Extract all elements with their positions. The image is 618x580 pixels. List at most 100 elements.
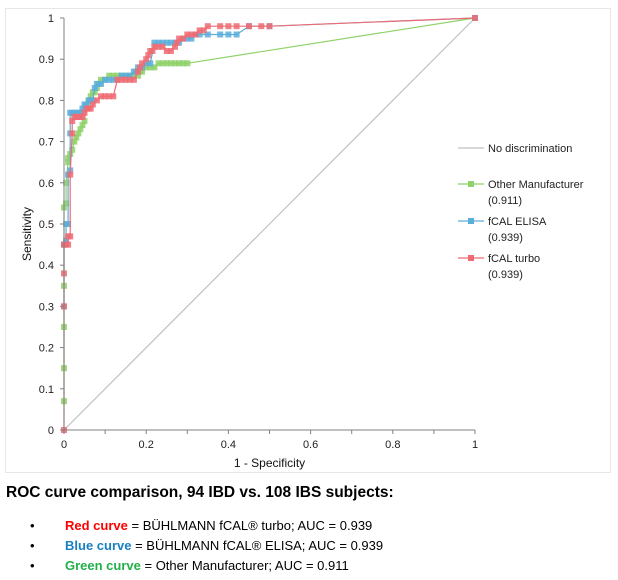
caption-bullet-list: • Red curve = BÜHLMANN fCAL® turbo; AUC … [30, 516, 383, 576]
data-point [246, 23, 252, 30]
data-point [217, 23, 224, 30]
data-point [233, 23, 240, 30]
bullet-text: = Other Manufacturer; AUC = 0.911 [140, 558, 349, 573]
data-point [122, 72, 129, 79]
data-point [184, 35, 191, 42]
data-point [472, 15, 478, 21]
series-fcal-elisa [61, 15, 478, 310]
data-point [233, 31, 240, 38]
caption-title: ROC curve comparison, 94 IBD vs. 108 IBS… [6, 484, 394, 501]
data-point [167, 39, 174, 46]
data-point [172, 60, 178, 67]
data-point [98, 93, 104, 100]
data-point [167, 48, 174, 54]
y-tick-label: 0.6 [39, 178, 54, 190]
data-point [63, 179, 70, 186]
bullet-text: = BÜHLMANN fCAL® ELISA; AUC = 0.939 [131, 538, 384, 553]
data-point [102, 76, 109, 83]
data-point [93, 80, 100, 87]
data-point [122, 76, 129, 83]
data-point [75, 130, 82, 137]
data-point [266, 23, 273, 30]
bullet-glyph: • [30, 538, 35, 553]
data-point [93, 97, 100, 104]
y-axis-title: Sensitivity [20, 207, 34, 261]
data-point [163, 39, 170, 46]
bullet-keyword: Red curve [65, 518, 128, 533]
data-point [126, 76, 133, 83]
data-point [172, 43, 178, 50]
bullet-glyph: • [30, 518, 35, 533]
data-point [145, 52, 152, 59]
data-point [225, 23, 232, 30]
data-point [180, 35, 187, 42]
data-point [65, 159, 72, 166]
data-point [65, 155, 72, 162]
x-tick-label: 0 [61, 439, 67, 451]
data-point [65, 241, 72, 248]
data-point [258, 23, 265, 30]
data-point [110, 93, 117, 100]
data-point [176, 60, 183, 67]
data-point [106, 93, 113, 100]
data-point [81, 109, 88, 116]
legend-label: fCAL turbo [488, 253, 540, 265]
data-point [63, 237, 70, 244]
data-point [204, 31, 211, 38]
legend-auc: (0.939) [488, 232, 523, 244]
data-point [87, 93, 94, 100]
data-point [174, 39, 180, 46]
data-point [110, 76, 117, 83]
roc-chart: 0 0.1 0.2 0.3 0.4 0.5 0.6 0.7 0.8 0.9 1 0 0.2 0.4 0.6 0… [20, 13, 584, 470]
data-point [91, 89, 98, 96]
data-point [67, 171, 74, 178]
y-tick-label: 0.8 [39, 95, 54, 107]
y-tick-label: 0.2 [39, 343, 54, 355]
data-point [98, 80, 104, 87]
data-point [106, 76, 113, 83]
x-tick-label: 0.6 [303, 439, 318, 451]
data-point [98, 76, 104, 83]
data-point [91, 85, 98, 91]
data-point [79, 122, 86, 129]
data-point [159, 39, 166, 46]
bullet-keyword: Green curve [65, 558, 141, 573]
data-point [69, 130, 76, 137]
data-point [155, 43, 162, 50]
data-point [67, 233, 74, 240]
data-point [118, 76, 125, 83]
legend-marker [468, 255, 474, 261]
y-tick-label: 0 [48, 425, 54, 437]
data-point [159, 60, 166, 67]
data-point [180, 60, 187, 67]
data-point [137, 64, 143, 71]
data-point [151, 64, 158, 71]
data-point [118, 72, 125, 79]
data-point [143, 64, 150, 71]
data-point [73, 134, 80, 141]
data-point [126, 72, 133, 79]
data-point [196, 31, 203, 38]
legend-label: Other Manufacturer [488, 179, 584, 191]
data-point [114, 76, 121, 83]
x-tick-label: 0.4 [221, 439, 236, 451]
data-point [196, 27, 203, 34]
bullet-text: = BÜHLMANN fCAL® turbo; AUC = 0.939 [127, 518, 373, 533]
x-axis-title: 1 - Specificity [234, 456, 305, 470]
data-point [167, 60, 174, 67]
data-point [147, 64, 154, 71]
data-point [176, 35, 183, 42]
data-point [151, 43, 158, 50]
legend-auc: (0.911) [488, 195, 522, 207]
chart-area [5, 8, 611, 473]
legend-label: fCAL ELISA [488, 216, 547, 228]
data-point [143, 56, 150, 63]
data-point [63, 200, 70, 207]
data-point [135, 72, 141, 79]
data-point [71, 138, 78, 145]
data-point [79, 105, 86, 112]
y-tick-label: 1 [48, 13, 54, 25]
data-point [65, 221, 72, 227]
y-tick-label: 0.3 [39, 301, 54, 313]
data-point [192, 31, 199, 38]
